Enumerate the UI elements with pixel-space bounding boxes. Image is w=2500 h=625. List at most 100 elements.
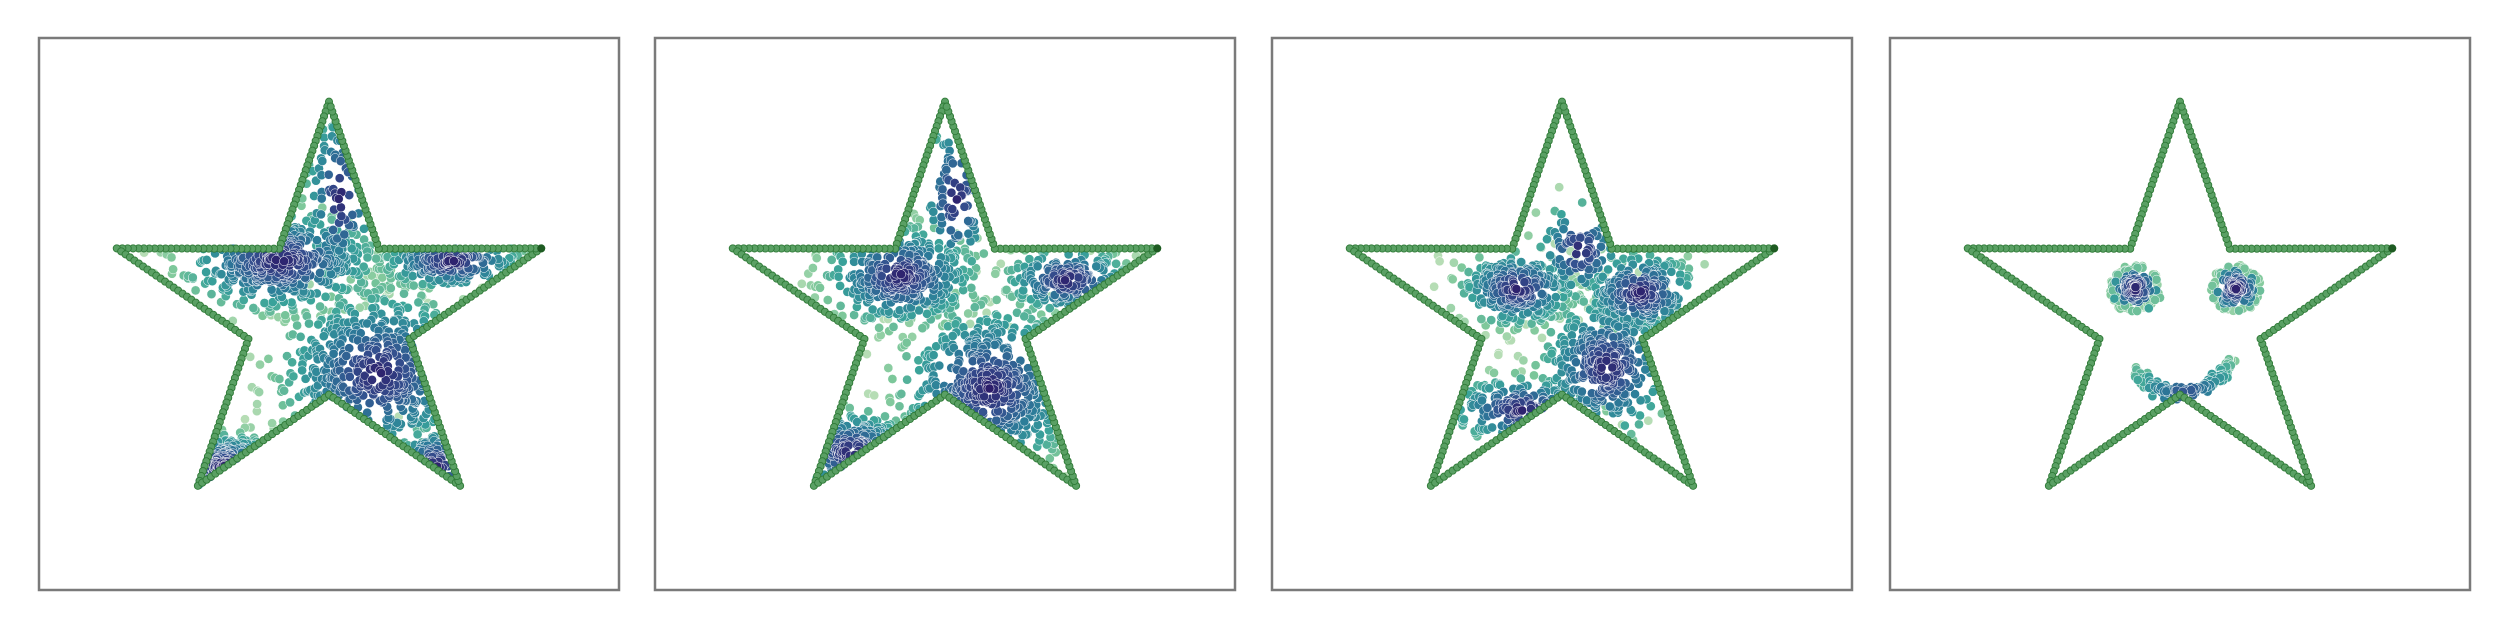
interior-point: [279, 385, 289, 396]
interior-point: [808, 263, 818, 273]
panel-1: [37, 36, 621, 592]
interior-point: [295, 331, 306, 342]
interior-point: [963, 228, 974, 239]
interior-point: [1556, 209, 1567, 220]
interior-point: [888, 322, 899, 332]
interior-point: [995, 258, 1006, 269]
interior-point: [316, 209, 326, 220]
interior-point: [1459, 414, 1469, 425]
interior-point: [359, 370, 370, 381]
interior-point: [1573, 240, 1583, 251]
interior-point: [1449, 257, 1459, 268]
interior-point: [2109, 293, 2120, 304]
interior-point: [336, 202, 346, 213]
interior-point: [316, 193, 327, 204]
boundary-end-point: [1153, 244, 1162, 253]
interior-point: [166, 252, 177, 263]
interior-point: [292, 320, 302, 331]
interior-point: [287, 357, 297, 368]
interior-point: [1542, 234, 1552, 245]
star-boundary: [112, 97, 546, 490]
interior-point: [300, 373, 311, 384]
interior-point: [358, 261, 369, 272]
boundary-end-point: [1770, 244, 1779, 253]
interior-point: [254, 387, 264, 397]
interior-point: [1044, 453, 1055, 464]
interior-point: [913, 355, 924, 366]
interior-point: [1001, 285, 1012, 295]
interior-point: [984, 383, 995, 394]
interior-point: [1032, 261, 1043, 272]
interior-point: [408, 280, 419, 291]
interior-point: [2234, 305, 2244, 316]
interior-point: [1554, 182, 1565, 193]
interior-point: [1535, 242, 1546, 252]
interior-point: [934, 360, 945, 371]
interior-point: [1493, 350, 1504, 360]
interior-point: [288, 371, 299, 382]
interior-point: [1519, 277, 1530, 287]
interior-point: [1044, 303, 1055, 313]
interior-point: [1476, 314, 1487, 324]
interior-point: [945, 225, 956, 236]
interior-point: [320, 291, 331, 302]
interior-point: [240, 414, 250, 425]
boundary-point: [326, 102, 335, 111]
interior-point: [1607, 362, 1618, 373]
interior-point: [367, 375, 377, 385]
interior-point: [362, 252, 373, 263]
interior-point: [1643, 415, 1654, 426]
interior-point: [190, 285, 201, 296]
interior-point: [336, 211, 347, 221]
interior-point: [2151, 274, 2162, 285]
interior-point: [989, 339, 1000, 350]
interior-point: [389, 316, 399, 326]
interior-point: [849, 310, 859, 320]
interior-point: [1546, 327, 1556, 338]
interior-point: [1634, 419, 1644, 430]
interior-point: [822, 295, 833, 305]
interior-point: [815, 282, 825, 293]
interior-point: [312, 235, 322, 246]
interior-point: [328, 348, 339, 359]
interior-point: [1531, 207, 1541, 218]
interior-point: [1484, 383, 1495, 394]
interior-point: [1699, 259, 1710, 270]
interior-point: [1666, 266, 1677, 277]
interior-point: [1596, 362, 1607, 373]
interior-point: [1060, 275, 1070, 286]
interior-point: [279, 256, 289, 267]
interior-point: [216, 269, 227, 280]
interior-point: [914, 365, 925, 376]
interior-point: [863, 406, 874, 417]
interior-point: [318, 331, 329, 342]
interior-point: [344, 371, 355, 382]
interior-point: [1019, 416, 1030, 427]
interior-point: [928, 350, 939, 360]
interior-point: [248, 303, 259, 313]
interior-point: [966, 283, 977, 293]
interior-point: [2143, 303, 2154, 314]
interior-point: [917, 323, 928, 334]
interior-point: [2132, 375, 2143, 385]
interior-point: [837, 256, 848, 267]
interior-point: [902, 374, 912, 385]
interior-point: [206, 289, 217, 299]
interior-point: [280, 310, 291, 321]
boundary-point: [942, 102, 951, 111]
interior-point: [1474, 252, 1485, 263]
interior-point: [835, 281, 845, 291]
interior-point: [1486, 315, 1497, 325]
interior-point: [1489, 368, 1499, 378]
interior-point: [928, 206, 939, 217]
boundary-end-point: [537, 244, 546, 253]
interior-point: [1511, 284, 1522, 294]
interior-point: [1675, 276, 1685, 287]
interior-point: [978, 248, 989, 259]
interior-point: [255, 359, 265, 370]
interior-point: [385, 283, 396, 294]
interior-point: [187, 272, 198, 283]
interior-point: [448, 256, 459, 266]
interior-point: [297, 365, 307, 376]
